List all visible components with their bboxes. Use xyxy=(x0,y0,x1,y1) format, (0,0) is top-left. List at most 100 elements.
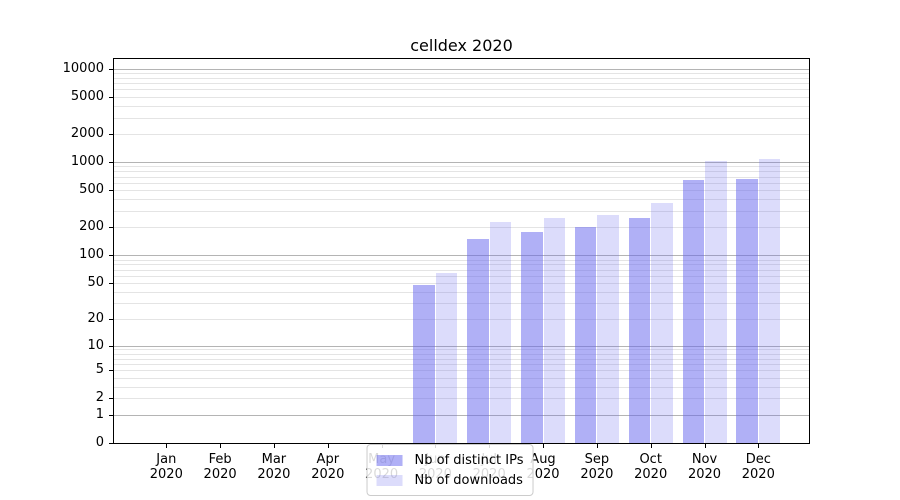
y-tick-mark-200 xyxy=(109,227,113,229)
gridline-300 xyxy=(114,211,809,212)
chart-title: celldex 2020 xyxy=(410,36,513,55)
gridline-4000 xyxy=(114,105,809,107)
y-tick-mark-1000 xyxy=(109,162,113,164)
gridline-80 xyxy=(114,264,809,266)
gridline-1 xyxy=(114,414,809,416)
x-tick-label-sep: Sep 2020 xyxy=(580,452,614,482)
gridline-6000 xyxy=(114,89,809,91)
plot-area xyxy=(113,58,810,444)
gridline-5 xyxy=(114,370,809,372)
y-tick-mark-1 xyxy=(109,414,113,416)
gridline-5000 xyxy=(114,96,809,98)
legend-item-downloads: Nb of downloads xyxy=(376,470,524,490)
legend-label-distinct-ips: Nb of distinct IPs xyxy=(414,452,524,468)
gridline-30 xyxy=(114,303,809,305)
x-tick-mark-dec xyxy=(758,444,760,448)
bar-distinct-ips-oct xyxy=(628,217,651,443)
bar-distinct-ips-sep xyxy=(574,227,597,443)
y-tick-mark-50 xyxy=(109,283,113,285)
gridline-7 xyxy=(114,358,809,360)
gridline-100 xyxy=(114,255,809,257)
y-tick-label-10000: 10000 xyxy=(62,60,104,76)
y-tick-mark-2000 xyxy=(109,134,113,135)
x-tick-mark-aug xyxy=(543,444,544,448)
bar-distinct-ips-jun xyxy=(413,284,435,443)
gridline-800 xyxy=(114,171,809,173)
gridline-3000 xyxy=(114,117,809,119)
x-tick-mark-sep xyxy=(596,444,598,448)
x-tick-label-nov: Nov 2020 xyxy=(687,452,722,482)
gridline-600 xyxy=(114,182,809,184)
y-tick-label-100: 100 xyxy=(79,247,104,263)
x-tick-label-mar: Mar 2020 xyxy=(257,452,291,482)
gridline-200 xyxy=(114,227,809,229)
y-tick-mark-5 xyxy=(109,370,113,372)
bar-distinct-ips-aug xyxy=(521,231,543,443)
x-tick-label-apr: Apr 2020 xyxy=(311,452,345,482)
gridline-500 xyxy=(114,190,809,192)
gridline-1000 xyxy=(114,162,809,164)
legend-label-downloads: Nb of downloads xyxy=(414,472,523,488)
y-tick-mark-0 xyxy=(109,443,113,444)
gridline-10 xyxy=(114,345,809,347)
y-tick-label-5: 5 xyxy=(95,362,104,378)
x-tick-mark-jan xyxy=(166,444,168,448)
gridline-70 xyxy=(114,269,809,271)
bar-distinct-ips-dec xyxy=(736,178,758,443)
bar-distinct-ips-jul xyxy=(467,239,489,443)
gridline-6 xyxy=(114,363,809,365)
x-tick-mark-mar xyxy=(273,444,275,448)
y-tick-label-20: 20 xyxy=(87,311,104,327)
x-tick-label-aug: Aug 2020 xyxy=(526,452,560,482)
gridline-7000 xyxy=(114,83,809,85)
gridline-10000 xyxy=(114,68,809,70)
x-tick-mark-feb xyxy=(220,444,222,448)
gridline-4 xyxy=(114,377,809,379)
y-tick-label-10: 10 xyxy=(87,337,104,353)
x-tick-label-dec: Dec 2020 xyxy=(741,452,775,482)
gridline-2 xyxy=(114,398,809,400)
bar-downloads-aug xyxy=(543,218,565,443)
y-tick-mark-100 xyxy=(109,255,113,257)
x-tick-label-feb: Feb 2020 xyxy=(203,452,237,482)
x-tick-mark-apr xyxy=(327,444,329,448)
x-tick-label-jan: Jan 2020 xyxy=(149,452,183,482)
gridline-400 xyxy=(114,199,809,201)
y-tick-label-1: 1 xyxy=(95,406,104,422)
legend-swatch-distinct-ips xyxy=(376,454,403,466)
bar-downloads-jun xyxy=(435,273,458,443)
bar-downloads-sep xyxy=(597,214,619,443)
y-tick-label-200: 200 xyxy=(79,219,104,235)
legend: Nb of distinct IPs Nb of downloads xyxy=(366,444,534,496)
gridline-9 xyxy=(114,349,809,351)
y-tick-label-0: 0 xyxy=(95,435,104,450)
x-tick-mark-nov xyxy=(704,444,706,448)
gridline-9000 xyxy=(114,72,809,74)
bar-distinct-ips-nov xyxy=(682,180,704,443)
x-tick-label-oct: Oct 2020 xyxy=(634,452,668,482)
gridline-700 xyxy=(114,176,809,178)
y-tick-mark-2 xyxy=(109,398,113,400)
gridline-90 xyxy=(114,259,809,261)
gridline-8 xyxy=(114,353,809,355)
y-tick-label-2: 2 xyxy=(95,390,104,406)
x-tick-mark-oct xyxy=(650,444,652,448)
y-tick-label-50: 50 xyxy=(87,275,104,291)
legend-swatch-downloads xyxy=(376,474,403,486)
bar-downloads-dec xyxy=(758,159,781,443)
y-tick-mark-5000 xyxy=(109,96,113,98)
y-tick-label-5000: 5000 xyxy=(70,88,104,104)
gridline-900 xyxy=(114,166,809,168)
bar-downloads-jul xyxy=(489,221,512,443)
y-tick-mark-500 xyxy=(109,190,113,192)
y-tick-label-500: 500 xyxy=(79,182,104,198)
y-tick-label-1000: 1000 xyxy=(70,154,104,170)
gridline-50 xyxy=(114,283,809,285)
bar-downloads-oct xyxy=(651,203,673,443)
y-tick-mark-10000 xyxy=(109,68,113,70)
y-tick-mark-20 xyxy=(109,319,113,321)
gridline-60 xyxy=(114,275,809,277)
gridline-2000 xyxy=(114,134,809,135)
legend-item-distinct-ips: Nb of distinct IPs xyxy=(376,450,524,470)
gridline-20 xyxy=(114,319,809,321)
